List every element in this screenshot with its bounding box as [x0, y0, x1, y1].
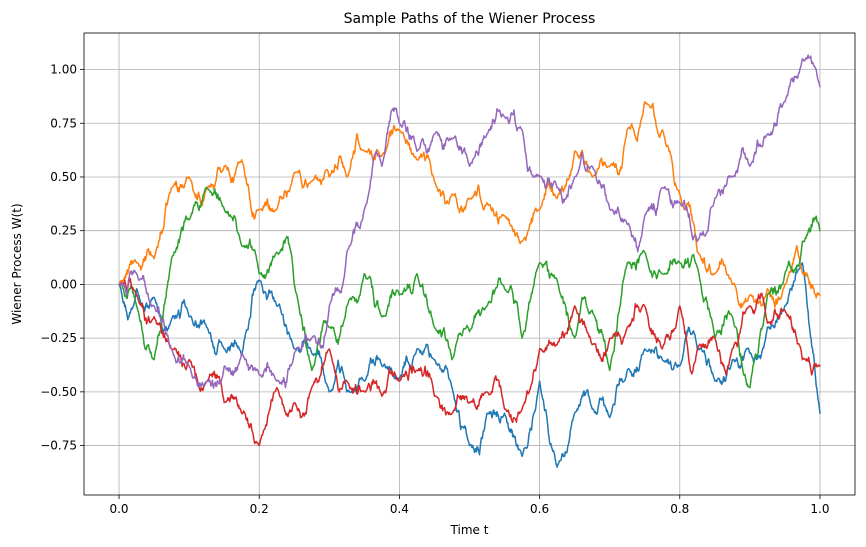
chart-title: Sample Paths of the Wiener Process — [344, 11, 596, 27]
x-tick-label: 0.2 — [250, 502, 269, 516]
y-axis-title: Wiener Process W(t) — [10, 203, 24, 324]
series-line-4 — [118, 277, 821, 447]
y-tick-label: 0.75 — [50, 116, 77, 130]
y-tick-label: 0.25 — [50, 224, 77, 238]
plot-frame — [83, 32, 856, 496]
x-tick-label: 0.4 — [390, 502, 409, 516]
x-tick-label: 0.8 — [670, 502, 689, 516]
series-lines — [118, 54, 821, 468]
y-tick-label: 0.00 — [50, 277, 77, 291]
y-axis-ticks: −0.75 −0.50 −0.25 0.00 0.25 0.50 0.75 1.00 — [40, 63, 84, 453]
y-tick-label: −0.25 — [40, 331, 77, 345]
y-tick-label: −0.75 — [40, 439, 77, 453]
grid-lines — [84, 33, 855, 495]
x-tick-label: 0.6 — [530, 502, 549, 516]
x-axis-title: Time t — [450, 523, 489, 537]
y-tick-label: −0.50 — [40, 385, 77, 399]
series-line-5 — [118, 54, 821, 389]
y-tick-label: 1.00 — [50, 63, 77, 77]
series-line-1 — [118, 262, 821, 468]
x-axis-ticks: 0.0 0.2 0.4 0.6 0.8 1.0 — [109, 495, 830, 516]
series-line-3 — [118, 186, 821, 389]
series-line-2 — [118, 101, 821, 309]
x-tick-label: 1.0 — [810, 502, 829, 516]
y-tick-label: 0.50 — [50, 170, 77, 184]
x-tick-label: 0.0 — [109, 502, 128, 516]
